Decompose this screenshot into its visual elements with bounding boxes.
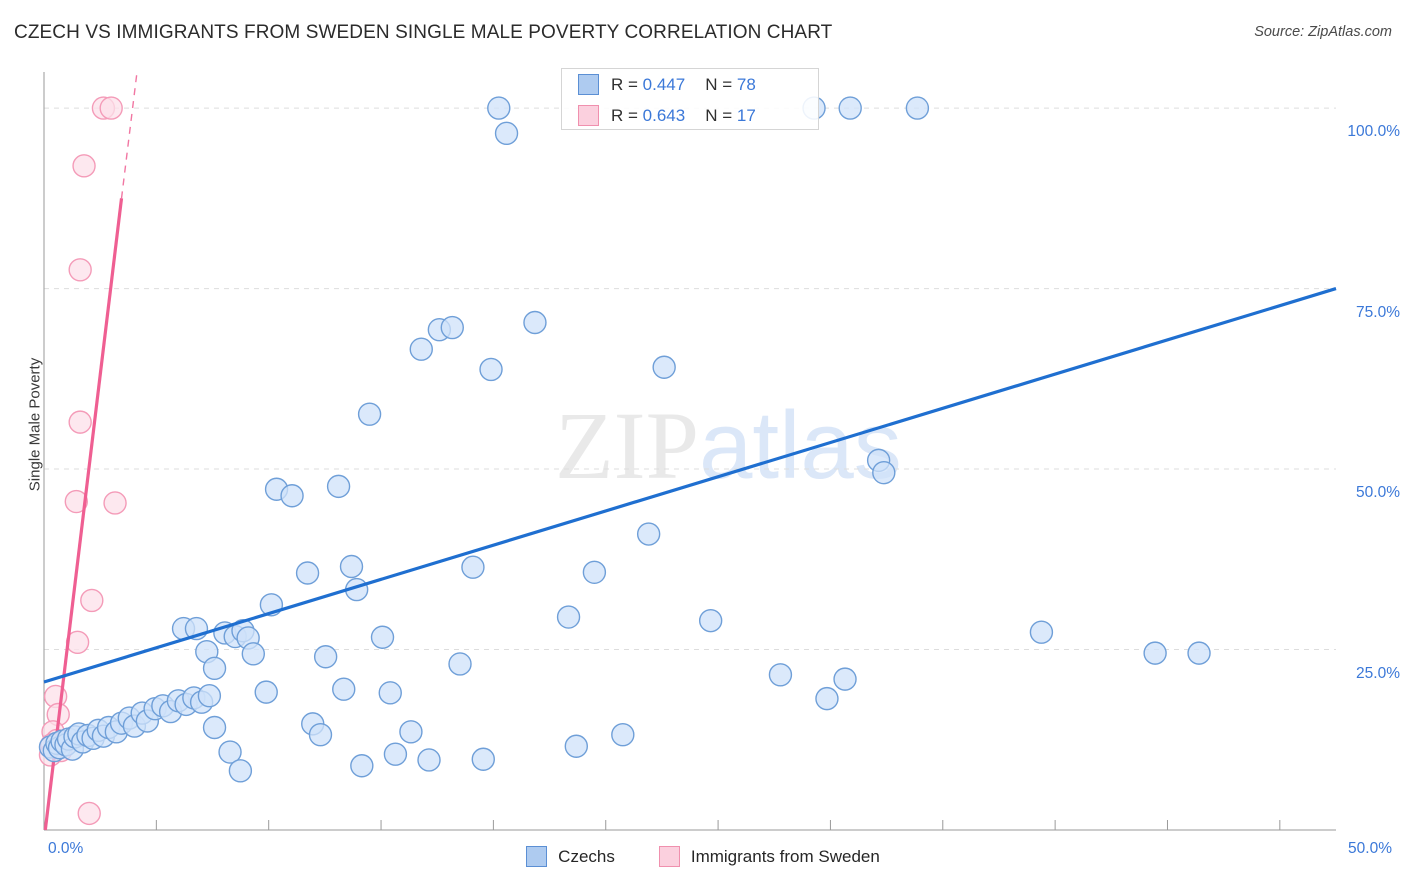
y-tick-label: 25.0% [1356, 664, 1400, 682]
data-point-czechs [523, 310, 547, 335]
stat-pink-n: N = 17 [705, 106, 756, 126]
data-point-czechs [582, 560, 607, 584]
data-point-czechs [494, 121, 519, 146]
stat-pink-r: R = 0.643 [611, 106, 685, 126]
data-point-sweden [64, 489, 88, 514]
x-tick-left: 0.0% [48, 840, 84, 857]
legend-label: Immigrants from Sweden [690, 846, 880, 866]
data-point-czechs [197, 684, 222, 708]
legend-item-sweden[interactable]: Immigrants from Sweden [658, 846, 880, 867]
y-axis-label: Single Male Poverty [26, 357, 44, 492]
data-point-czechs [280, 484, 304, 508]
stat-blue-r-value: 0.447 [642, 74, 686, 94]
stat-blue-r-label: R = [611, 74, 643, 94]
legend-swatch-pink-icon [578, 105, 599, 126]
stat-row-czechs: R = 0.447 N = 78 [562, 69, 818, 100]
stat-pink-r-label: R = [611, 105, 643, 125]
stat-blue-n-value: 78 [736, 74, 756, 94]
data-point-czechs [313, 645, 338, 669]
legend-item-czechs[interactable]: Czechs [526, 846, 615, 867]
legend-swatch-icon [526, 846, 548, 867]
data-point-czechs [383, 742, 408, 766]
data-point-czechs [254, 680, 278, 704]
data-point-sweden [68, 258, 92, 282]
y-tick-label: 50.0% [1356, 484, 1400, 502]
data-point-czechs [350, 754, 374, 778]
data-point-czechs [370, 625, 395, 649]
data-point-czechs [564, 734, 589, 758]
data-point-czechs [440, 315, 464, 340]
pink-trendline [43, 198, 124, 831]
data-point-sweden [72, 154, 96, 178]
data-point-czechs [218, 740, 242, 764]
data-point-czechs [378, 681, 402, 705]
x-tick-right: 50.0% [1348, 840, 1392, 857]
data-point-czechs [202, 715, 227, 740]
stat-blue-r: R = 0.447 [611, 75, 685, 95]
data-point-czechs [1187, 641, 1211, 665]
data-point-czechs [448, 652, 472, 676]
data-point-czechs [872, 460, 896, 485]
pink-trendline-extension [120, 71, 138, 199]
data-point-czechs [461, 555, 485, 579]
blue-trendline [43, 287, 1337, 684]
data-point-czechs [228, 759, 253, 783]
correlation-stats-box: R = 0.447 N = 78 R = 0.643 N = 17 [561, 68, 819, 130]
legend-swatch-blue-icon [578, 74, 599, 95]
y-tick-label: 100.0% [1347, 123, 1400, 141]
data-point-czechs [636, 522, 661, 546]
data-point-czechs [357, 402, 382, 426]
data-point-czechs [1143, 641, 1167, 665]
data-point-czechs [308, 723, 333, 747]
legend-swatch-icon [658, 846, 680, 867]
data-point-czechs [1029, 620, 1054, 644]
series-legend: Czechs Immigrants from Sweden [0, 846, 1406, 867]
data-point-czechs [339, 554, 364, 579]
data-point-czechs [241, 642, 266, 666]
data-point-czechs [399, 720, 423, 744]
data-point-czechs [652, 355, 676, 379]
stat-pink-n-label: N = [705, 105, 737, 125]
data-point-czechs [487, 96, 511, 120]
data-point-czechs [295, 561, 320, 585]
data-point-sweden [103, 491, 127, 515]
data-point-czechs [471, 747, 495, 771]
data-point-czechs [905, 96, 930, 120]
data-point-czechs [417, 748, 441, 772]
plot-area [38, 71, 1337, 831]
plot-svg [38, 71, 1337, 831]
y-tick-label: 75.0% [1356, 303, 1400, 321]
legend-label: Czechs [558, 846, 615, 866]
source-label: Source: ZipAtlas.com [1254, 24, 1392, 40]
data-point-czechs [833, 667, 857, 691]
data-point-czechs [611, 723, 635, 747]
stat-pink-r-value: 0.643 [642, 105, 686, 125]
stat-blue-n-label: N = [705, 74, 737, 94]
data-point-sweden [77, 801, 101, 826]
data-point-czechs [815, 686, 839, 711]
data-point-czechs [768, 663, 793, 687]
stat-blue-n: N = 78 [705, 75, 756, 95]
data-point-czechs [202, 656, 227, 680]
stat-row-sweden: R = 0.643 N = 17 [562, 100, 818, 131]
data-point-czechs [556, 605, 581, 629]
page-title: CZECH VS IMMIGRANTS FROM SWEDEN SINGLE M… [14, 22, 833, 43]
data-point-sweden [68, 410, 92, 434]
stat-pink-n-value: 17 [736, 105, 756, 125]
data-point-czechs [698, 608, 723, 633]
data-point-czechs [838, 96, 862, 120]
data-point-sweden [99, 96, 123, 120]
data-point-sweden [80, 588, 104, 613]
data-point-czechs [479, 357, 503, 382]
data-point-czechs [409, 337, 433, 361]
data-point-czechs [326, 474, 351, 499]
data-point-czechs [332, 677, 356, 701]
